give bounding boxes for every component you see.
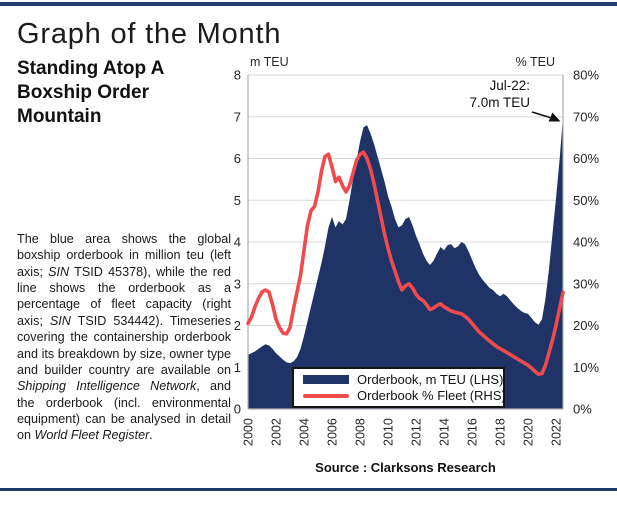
page-title: Graph of the Month bbox=[17, 18, 282, 50]
description-run: . bbox=[149, 428, 153, 443]
y-axis-tick-label-left: 4 bbox=[234, 235, 241, 250]
peak-annotation-line2: 7.0m TEU bbox=[469, 95, 530, 111]
description-run: TSID 45378), while the red line shows th… bbox=[17, 264, 231, 328]
legend-line-swatch bbox=[303, 393, 349, 398]
y-axis-tick-label-right: 30% bbox=[573, 276, 599, 291]
annotation-arrowhead bbox=[548, 112, 561, 122]
y-axis-tick-label-right: 10% bbox=[573, 360, 599, 375]
y-axis-tick-label-left: 7 bbox=[234, 109, 241, 124]
y-axis-tick-label-left: 2 bbox=[234, 318, 241, 333]
y-axis-tick-label-right: 70% bbox=[573, 109, 599, 124]
annotation-arrow bbox=[531, 111, 551, 119]
description-italic-run: Shipping Intelligence Network bbox=[17, 379, 197, 394]
y-axis-tick-label-left: 5 bbox=[234, 193, 241, 208]
legend-label: Orderbook, m TEU (LHS) bbox=[357, 371, 504, 387]
x-axis-tick-label: 2022 bbox=[550, 418, 564, 446]
orderbook-chart: m TEU % TEU 0 1 2 3 4 5 6 7 8 0% 10% 20% 30% 40% 50% 60… bbox=[230, 55, 617, 480]
y-axis-tick-label-right: 60% bbox=[573, 151, 599, 166]
x-axis-tick-label: 2002 bbox=[270, 418, 284, 446]
x-axis-tick-label: 2018 bbox=[494, 418, 508, 446]
description-run: The blue area shows the global boxship o… bbox=[17, 232, 231, 279]
y-axis-tick-label-right: 0% bbox=[573, 402, 592, 417]
y-axis-tick-label-right: 20% bbox=[573, 318, 599, 333]
page-subtitle: Standing Atop A Boxship Order Mountain bbox=[17, 58, 164, 127]
x-axis-tick-label: 2006 bbox=[326, 418, 340, 446]
x-axis-tick-label: 2010 bbox=[382, 418, 396, 446]
y-axis-tick-label-right: 50% bbox=[573, 193, 599, 208]
orderbook-area-series bbox=[248, 116, 563, 410]
x-axis-tick-label: 2016 bbox=[466, 418, 480, 446]
description-run: TSID 534442). Timeseries covering the co… bbox=[17, 313, 231, 377]
peak-annotation: Jul-22: 7.0m TEU bbox=[370, 77, 530, 112]
y-axis-tick-label-right: 40% bbox=[573, 235, 599, 250]
y-axis-tick-label-left: 1 bbox=[234, 360, 241, 375]
peak-annotation-line1: Jul-22: bbox=[489, 78, 530, 93]
x-axis-tick-label: 2000 bbox=[242, 418, 256, 446]
x-axis-tick-label: 2014 bbox=[438, 418, 452, 446]
description-italic-run: SIN bbox=[49, 313, 71, 328]
description-italic-run: SIN bbox=[48, 264, 70, 279]
bottom-divider-rule bbox=[0, 488, 617, 491]
right-axis-title: % TEU bbox=[515, 55, 555, 69]
source-caption: Source : Clarksons Research bbox=[315, 460, 496, 475]
chart-legend: Orderbook, m TEU (LHS) Orderbook % Fleet … bbox=[292, 367, 506, 408]
x-axis-tick-label: 2012 bbox=[410, 418, 424, 446]
x-axis-tick-label: 2004 bbox=[298, 418, 312, 446]
legend-label: Orderbook % Fleet (RHS) bbox=[357, 388, 506, 404]
y-axis-tick-label-left: 0 bbox=[234, 402, 241, 417]
legend-item: Orderbook % Fleet (RHS) bbox=[303, 388, 506, 405]
y-axis-tick-label-left: 8 bbox=[234, 68, 241, 83]
pct-fleet-line-series bbox=[246, 150, 565, 377]
legend-area-swatch bbox=[303, 374, 349, 384]
top-divider-rule bbox=[0, 2, 617, 6]
description-text: The blue area shows the global boxship o… bbox=[17, 231, 231, 444]
x-axis-tick-label: 2008 bbox=[354, 418, 368, 446]
left-axis-title: m TEU bbox=[250, 55, 289, 69]
x-axis-tick-label: 2020 bbox=[522, 418, 536, 446]
description-run: , and the orderbook (incl. environmental… bbox=[17, 379, 231, 443]
y-axis-tick-label-left: 6 bbox=[234, 151, 241, 166]
description-italic-run: World Fleet Register bbox=[34, 428, 150, 443]
y-axis-tick-label-right: 80% bbox=[573, 68, 599, 83]
y-axis-tick-label-left: 3 bbox=[234, 276, 241, 291]
legend-item: Orderbook, m TEU (LHS) bbox=[303, 371, 503, 388]
